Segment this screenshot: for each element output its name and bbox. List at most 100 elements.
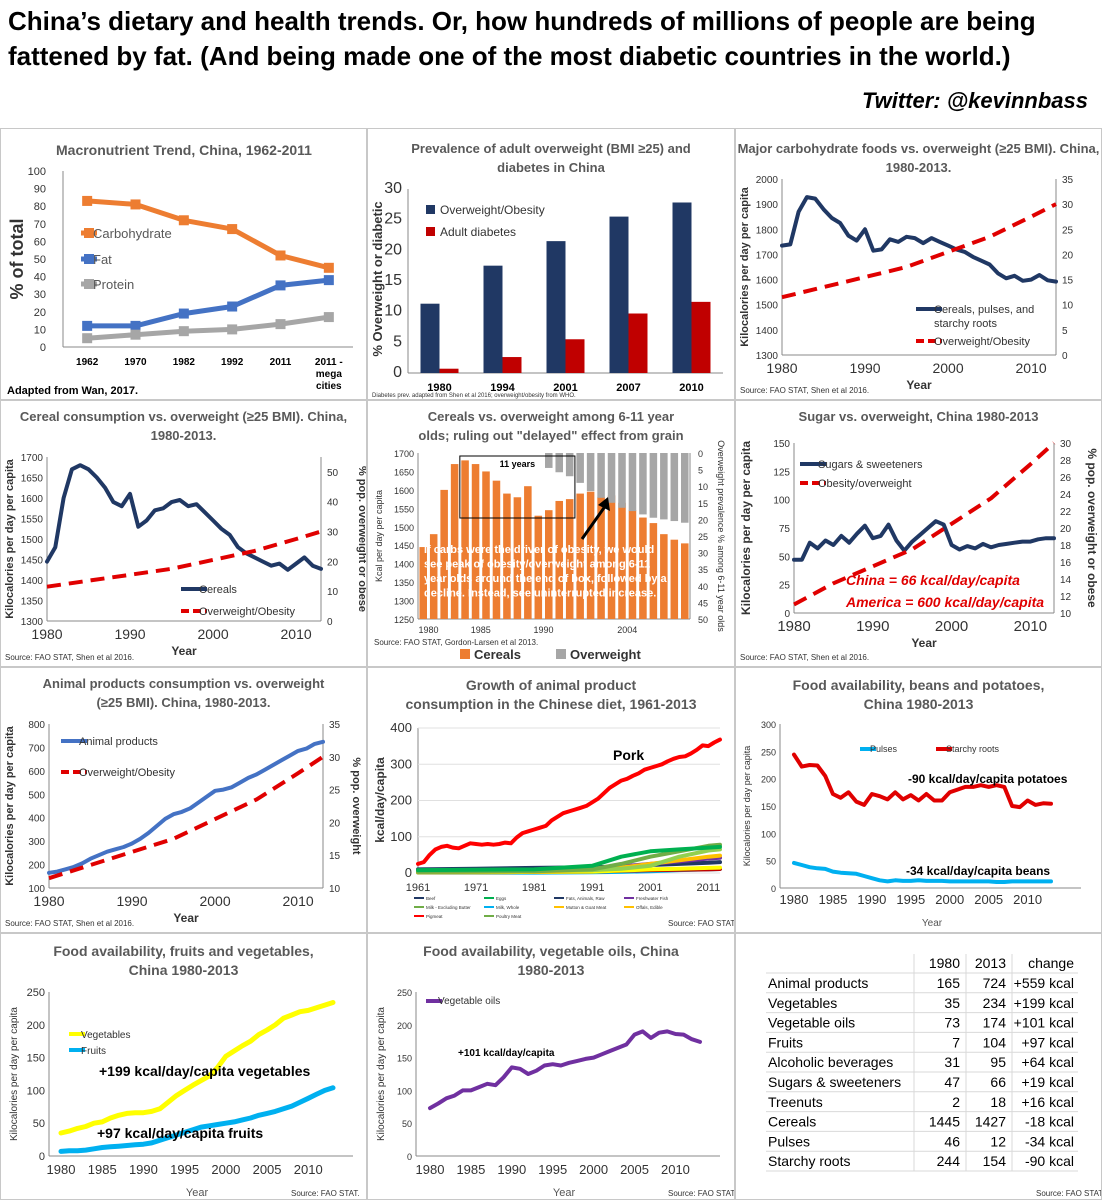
- overweight-bar: [597, 453, 605, 498]
- chart-title-line: diabetes in China: [497, 160, 605, 175]
- bar-overweight: [420, 303, 440, 373]
- cereal-bar: [429, 534, 438, 619]
- x-tick-label: 2000: [932, 360, 963, 376]
- y-tick-label: 600: [28, 767, 45, 778]
- y-axis-label: Kilocalories per day per capita: [4, 458, 16, 618]
- y-tick-label: 300: [390, 756, 412, 771]
- source-note: Source: FAO STAT, Gordon-Larsen et al 20…: [374, 638, 538, 647]
- y-tick-label: 150: [773, 439, 790, 450]
- chart-title: Prevalence of adult overweight (BMI ≥25)…: [411, 141, 691, 175]
- data-point: [227, 324, 238, 335]
- legend-label: Cereals: [474, 647, 521, 662]
- y-tick-label: 1650: [21, 474, 44, 485]
- y-tick-label: 50: [766, 857, 776, 867]
- data-point: [130, 329, 141, 340]
- y-tick-label: 1450: [21, 556, 44, 567]
- legend-label: Pulses: [870, 744, 898, 754]
- y-tick-label: 50: [402, 1119, 412, 1129]
- prev-svg: Prevalence of adult overweight (BMI ≥25)…: [370, 141, 723, 399]
- y-tick-label: 20: [384, 241, 402, 258]
- y-tick-label: 300: [28, 837, 45, 848]
- page-title: China’s dietary and health trends. Or, h…: [8, 6, 1036, 71]
- table-header: 1980: [929, 955, 960, 971]
- x-tick-label: 2004: [617, 625, 637, 635]
- legend-label: Starchy roots: [946, 744, 1000, 754]
- macronutrient-trend-chart: Macronutrient Trend, China, 1962-2011 0 10…: [0, 128, 367, 400]
- carbohydrate-foods-chart: Major carbohydrate foods vs. overweight …: [735, 128, 1102, 400]
- y-tick-label: 1600: [394, 486, 414, 496]
- source-note: Source: FAO STAT, Shen et al 2016.: [740, 653, 869, 662]
- x-axis-label: Year: [911, 636, 937, 650]
- x-tick-label: 2010: [1016, 360, 1047, 376]
- y-tick-label: 2000: [756, 175, 779, 186]
- y2-tick-label: 20: [1060, 524, 1072, 535]
- y-tick-label: 1800: [756, 225, 779, 236]
- series-line: [428, 1029, 702, 1111]
- y-tick-label: 1400: [394, 560, 414, 570]
- series-line: [781, 202, 1057, 300]
- y-axis-label: Kilocalories per day per capita: [742, 746, 752, 867]
- table-cell: 154: [983, 1153, 1007, 1169]
- table-cell: 46: [944, 1133, 960, 1149]
- source-note: Source: FAO STAT.: [668, 1189, 734, 1198]
- series-line-carbohydrate: [84, 198, 332, 271]
- legend-label: Vegetable oils: [438, 996, 500, 1007]
- y-tick-label: 100: [761, 829, 776, 839]
- data-point: [323, 262, 334, 273]
- y-tick-label: 150: [761, 802, 776, 812]
- y-tick-label: 30: [34, 289, 46, 301]
- legend-label: Eggs: [496, 896, 507, 901]
- x-tick-line: mega: [316, 369, 343, 380]
- legend-swatch: [556, 649, 566, 659]
- y-tick-label: 25: [384, 211, 402, 228]
- table-cell: +19 kcal: [1021, 1074, 1074, 1090]
- cereal-bar: [681, 543, 689, 619]
- x-tick-label: 2000: [579, 1162, 608, 1177]
- bar-overweight: [609, 216, 629, 373]
- x-tick-label: 1985: [818, 892, 847, 907]
- chart-annotation: +101 kcal/day/capita: [458, 1048, 555, 1059]
- y-tick-label: 0: [407, 1152, 412, 1162]
- change-summary-table: 1980 2013 change Animal products 165 724 +559 …: [735, 933, 1102, 1200]
- y-axis-label: Kilocalories per day per capita: [739, 186, 751, 346]
- table-header: 2013: [975, 955, 1006, 971]
- table-cell: -18 kcal: [1025, 1114, 1074, 1130]
- chart-annotation: If carbs were the driver of obesity, we …: [424, 544, 668, 600]
- chart-title: Growth of animal product consumption in t…: [406, 677, 697, 712]
- chart-title-line: Major carbohydrate foods vs. overweight …: [738, 141, 1100, 156]
- y-tick-label: 1500: [394, 523, 414, 533]
- y2-tick-label: 15: [1062, 276, 1074, 287]
- y-tick-label: 5: [393, 333, 402, 350]
- chart-title-line: Food availability, beans and potatoes,: [793, 677, 1045, 693]
- x-tick-label: 1995: [896, 892, 925, 907]
- legend-label: Fats, Animals, Raw: [566, 896, 605, 901]
- x-tick-label: 2000: [935, 892, 964, 907]
- y2-tick-label: 30: [327, 528, 339, 539]
- y-tick-label: 1300: [21, 617, 44, 628]
- cereal-bar: [639, 517, 647, 619]
- table-cell: 104: [983, 1034, 1007, 1050]
- cereals-youth-overweight-chart: Cereals vs. overweight among 6-11 year ol…: [367, 400, 735, 667]
- growth-svg: Growth of animal product consumption in t…: [373, 677, 734, 928]
- x-axis-label: Year: [922, 918, 943, 929]
- y2-tick-label: 10: [698, 482, 708, 492]
- legend-swatch: [426, 205, 435, 214]
- legend-label: Fruits: [81, 1046, 106, 1057]
- x-tick-label: 1980: [777, 618, 810, 635]
- x-tick-label: 2000: [211, 1162, 240, 1177]
- y-tick-label: 15: [384, 272, 402, 289]
- sugar-svg: Sugar vs. overweight, China 1980-2013 0 25…: [739, 409, 1099, 662]
- legend-marker: [84, 254, 94, 264]
- series-line: [47, 739, 325, 875]
- legend-label: Protein: [93, 277, 134, 292]
- overweight-bar: [576, 453, 584, 483]
- legend-line: Cereals, pulses, and: [934, 304, 1034, 316]
- y-tick-label: 1400: [21, 576, 44, 587]
- x-tick-label: 1992: [221, 357, 244, 368]
- cereal-bar: [545, 510, 553, 619]
- chart-title-line: Food availability, fruits and vegetables…: [53, 943, 313, 959]
- table-cell: +97 kcal: [1021, 1034, 1074, 1050]
- cereal-svg: Cereal consumption vs. overweight (≥25 B…: [4, 409, 366, 662]
- x-tick-label: 1985: [471, 625, 491, 635]
- overweight-bar: [681, 453, 689, 523]
